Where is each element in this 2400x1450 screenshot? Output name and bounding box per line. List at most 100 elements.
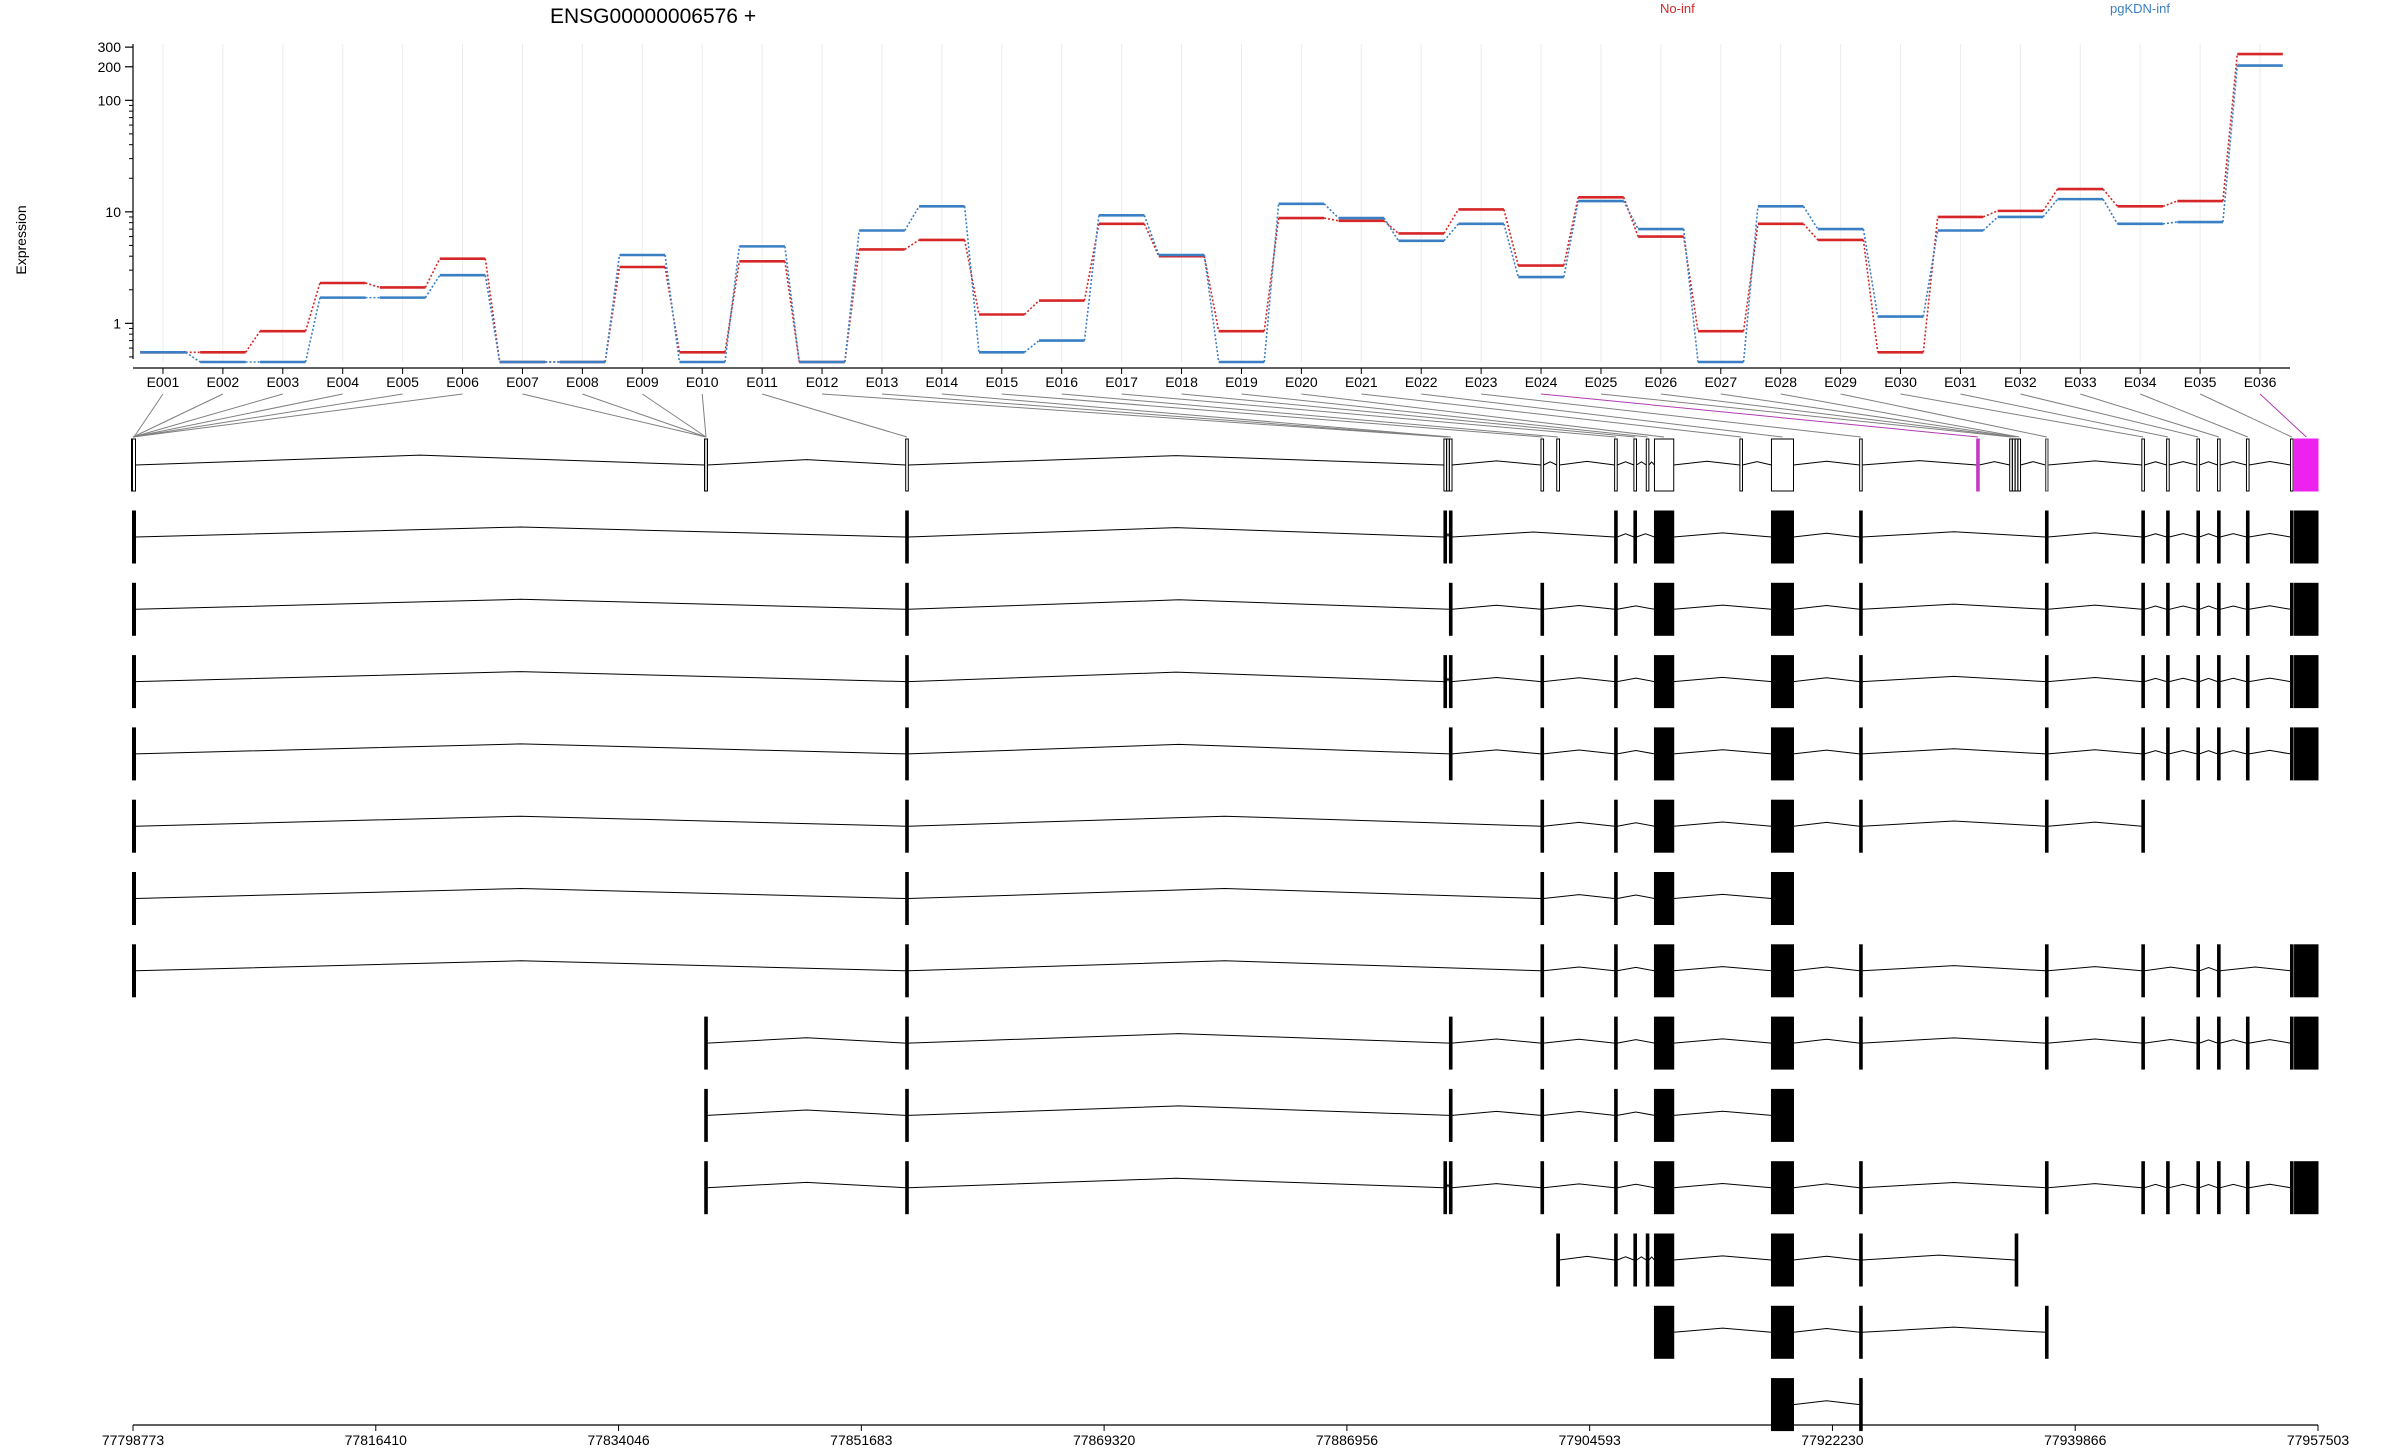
intron-line xyxy=(1793,966,1860,972)
intron-line xyxy=(1862,460,1977,466)
exon-block xyxy=(2141,438,2145,492)
exon-label: E007 xyxy=(506,374,539,390)
exon-block xyxy=(2245,1016,2250,1070)
intron-line xyxy=(1793,677,1860,683)
exon-block xyxy=(1633,438,1637,492)
intron-line xyxy=(908,1105,1450,1116)
genome-tick-label: 77957503 xyxy=(2287,1432,2350,1448)
exon-label: E010 xyxy=(686,374,719,390)
intron-line xyxy=(1793,605,1860,610)
y-tick-label: 1 xyxy=(113,315,121,331)
exon-block xyxy=(905,1088,909,1142)
series-connector xyxy=(424,274,441,299)
exon-connector xyxy=(132,393,224,438)
intron-line xyxy=(2048,749,2142,755)
exon-block xyxy=(2290,944,2294,998)
exon-label: E036 xyxy=(2244,374,2277,390)
intron-line xyxy=(2048,1183,2142,1189)
series-connector xyxy=(2042,198,2059,218)
intron-line xyxy=(1862,603,2046,610)
exon-block xyxy=(2166,582,2170,636)
series-connector xyxy=(1922,230,1939,317)
genome-tick-label: 77939866 xyxy=(2044,1432,2107,1448)
exon-block xyxy=(1443,655,1448,709)
genome-axis: 77798773 77816410 77834046 77851683 77869320… xyxy=(102,1424,2350,1448)
intron-line xyxy=(1673,893,1772,899)
series-connector xyxy=(1024,299,1040,316)
exon-block xyxy=(1653,944,1675,998)
exon-block xyxy=(1614,944,1618,998)
intron-line xyxy=(2199,677,2218,683)
intron-line xyxy=(1673,966,1772,972)
exon-block xyxy=(1540,1016,1545,1070)
intron-line xyxy=(1793,1400,1860,1406)
exon-block xyxy=(1540,727,1545,781)
intron-line xyxy=(1543,749,1615,755)
exon-block xyxy=(1614,655,1618,709)
exon-block xyxy=(905,872,909,925)
series-connector xyxy=(1203,254,1220,363)
genome-tick-label: 77922230 xyxy=(1801,1432,1864,1448)
exon-connector xyxy=(2020,393,2199,438)
intron-line xyxy=(2199,967,2218,972)
exon-label: E005 xyxy=(386,374,419,390)
exon-block xyxy=(905,438,909,492)
exon-block xyxy=(2166,438,2170,492)
intron-line xyxy=(2199,1183,2218,1189)
intron-line xyxy=(1979,461,2010,466)
intron-line xyxy=(1636,461,1647,466)
exon-block xyxy=(2044,1305,2049,1359)
intron-line xyxy=(2020,461,2046,466)
exon-connector xyxy=(2080,393,2219,438)
exon-connector xyxy=(1301,393,1665,438)
series-connector xyxy=(1563,197,1579,266)
intron-line xyxy=(1543,966,1615,972)
exon-block xyxy=(1859,438,1863,492)
exon-block xyxy=(1540,944,1545,998)
exon-connectors xyxy=(132,393,2307,438)
exon-connector xyxy=(1181,393,1636,438)
intron-line xyxy=(2048,676,2142,683)
exon-block xyxy=(2196,944,2200,998)
exon-connector xyxy=(1361,393,1742,438)
exon-block xyxy=(1448,1016,1453,1070)
exon-label: E003 xyxy=(266,374,299,390)
intron-line xyxy=(2248,677,2291,683)
intron-line xyxy=(707,1037,906,1044)
exon-block xyxy=(1770,1233,1794,1287)
intron-line xyxy=(2199,533,2218,538)
exon-block xyxy=(1448,655,1453,709)
series-pgkdn-inf xyxy=(140,64,2283,364)
intron-line xyxy=(1673,532,1772,538)
exon-connector xyxy=(1421,393,1783,438)
exon-block xyxy=(2166,510,2170,564)
exon-block xyxy=(1859,655,1863,709)
exon-block xyxy=(2245,655,2250,709)
exon-block xyxy=(1770,727,1794,781)
intron-line xyxy=(135,815,906,827)
exon-block xyxy=(2196,438,2200,492)
intron-line xyxy=(2199,1039,2218,1044)
exon-block xyxy=(132,944,136,998)
exon-connector xyxy=(2199,393,2293,438)
exon-block xyxy=(2294,1161,2319,1215)
intron-line xyxy=(2199,750,2218,755)
genome-tick-label: 77834046 xyxy=(587,1432,650,1448)
exon-block xyxy=(2141,944,2145,998)
exon-block xyxy=(2044,727,2049,781)
exon-block xyxy=(2245,510,2250,564)
gene-model xyxy=(131,438,2319,492)
exon-connector xyxy=(132,393,343,438)
exon-block xyxy=(2245,582,2250,636)
exon-label: E032 xyxy=(2004,374,2037,390)
series-connector xyxy=(844,230,860,363)
series-connector xyxy=(1682,229,1699,363)
intron-line xyxy=(1452,531,1615,538)
intron-line xyxy=(1673,1327,1772,1333)
intron-line xyxy=(1543,461,1557,466)
exon-block xyxy=(1859,944,1863,998)
series-connector xyxy=(1323,203,1340,219)
transcript-2 xyxy=(132,582,2319,636)
genome-tick-label: 77904593 xyxy=(1559,1432,1622,1448)
exon-block xyxy=(905,1016,909,1070)
